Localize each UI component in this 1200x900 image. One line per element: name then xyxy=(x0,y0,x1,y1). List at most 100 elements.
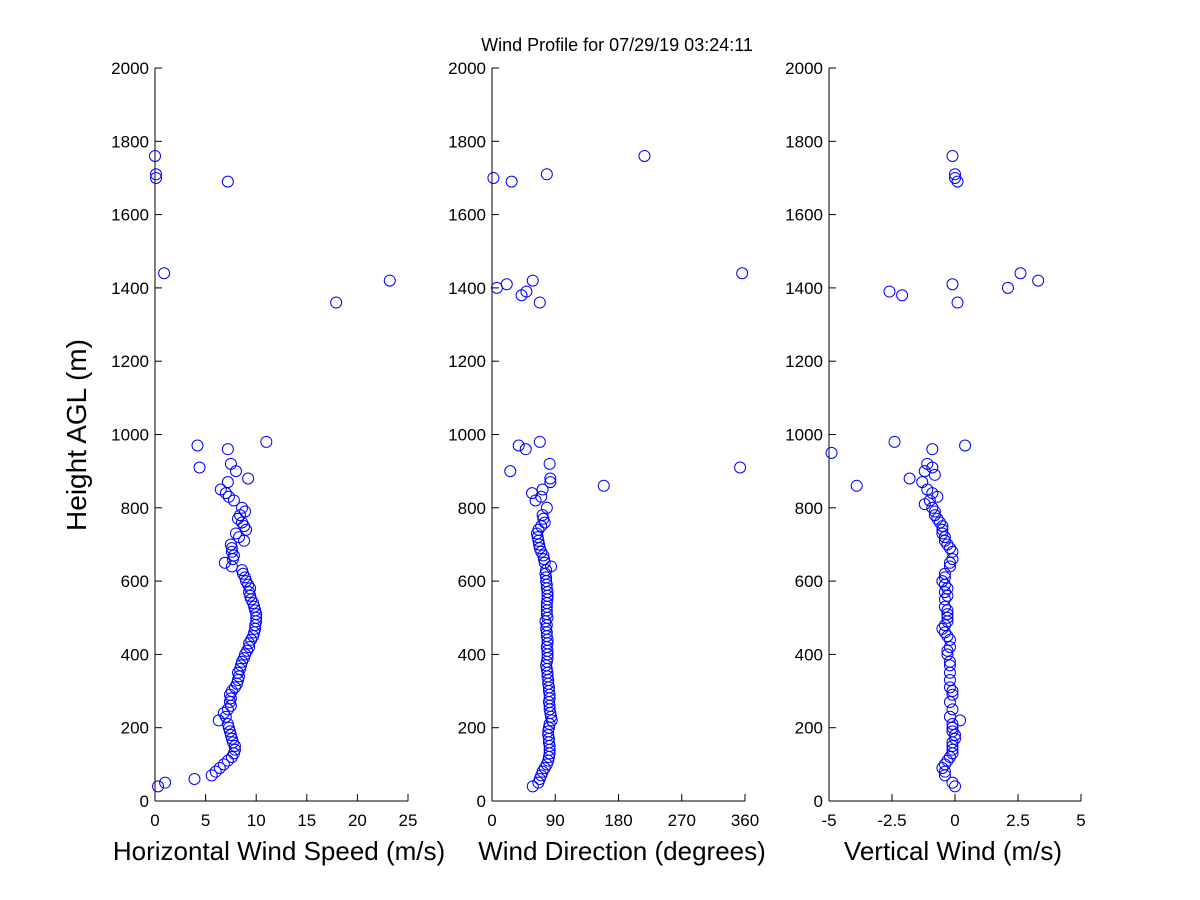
data-point xyxy=(941,604,954,617)
y-tick-label: 800 xyxy=(795,499,823,518)
y-tick-label: 400 xyxy=(795,645,823,664)
data-point xyxy=(540,571,553,584)
data-point xyxy=(540,501,553,514)
x-tick-label: 5 xyxy=(1076,811,1085,830)
data-point xyxy=(218,556,231,569)
data-point xyxy=(949,168,961,181)
data-point xyxy=(505,175,518,188)
data-point xyxy=(946,688,959,701)
data-point xyxy=(941,538,954,551)
x-tick-label: 180 xyxy=(604,811,632,830)
data-point xyxy=(936,575,949,588)
y-tick-label: 200 xyxy=(121,719,149,738)
data-point xyxy=(949,729,961,742)
data-point xyxy=(888,435,901,448)
x-tick-label: -5 xyxy=(821,811,836,830)
data-point xyxy=(536,765,549,778)
data-point xyxy=(949,732,961,745)
data-point xyxy=(512,439,525,452)
data-point xyxy=(544,476,557,489)
data-point xyxy=(537,549,550,562)
data-point xyxy=(941,644,954,657)
data-point xyxy=(943,681,956,694)
data-point xyxy=(923,494,936,507)
data-point xyxy=(946,776,959,789)
data-point xyxy=(736,267,749,280)
data-point xyxy=(531,531,544,544)
data-point xyxy=(941,589,954,602)
data-point xyxy=(239,505,252,518)
data-point xyxy=(943,641,956,654)
x-tick-label: 25 xyxy=(399,811,418,830)
y-tick-label: 200 xyxy=(795,719,823,738)
data-point xyxy=(883,285,896,298)
y-tick-label: 1400 xyxy=(448,279,486,298)
y-tick-label: 1800 xyxy=(448,132,486,151)
data-point xyxy=(1032,274,1045,287)
data-point xyxy=(638,149,651,162)
data-point xyxy=(538,762,551,775)
data-point xyxy=(943,751,956,764)
data-point xyxy=(150,171,163,184)
y-tick-label: 1200 xyxy=(785,352,823,371)
x-tick-label: -2.5 xyxy=(877,811,906,830)
x-ticks: 0 90 180 270 360 xyxy=(487,794,759,830)
data-point xyxy=(946,703,959,716)
x-tick-label: 0 xyxy=(950,811,959,830)
data-point xyxy=(538,553,551,566)
data-points xyxy=(487,149,749,793)
data-point xyxy=(533,296,546,309)
data-point xyxy=(214,483,227,496)
data-point xyxy=(221,703,234,716)
data-point xyxy=(1001,281,1014,294)
data-point xyxy=(938,531,951,544)
x-ticks: -5 -2.5 0 2.5 5 xyxy=(821,794,1086,830)
data-point xyxy=(928,505,941,518)
data-point xyxy=(533,435,546,448)
data-point xyxy=(225,545,238,558)
y-tick-label: 2000 xyxy=(448,59,486,78)
data-point xyxy=(224,538,237,551)
data-point xyxy=(236,501,249,514)
data-point xyxy=(519,443,532,456)
data-point xyxy=(850,479,863,492)
data-point xyxy=(222,490,235,503)
data-point xyxy=(928,509,941,522)
data-point xyxy=(536,483,549,496)
data-point xyxy=(946,553,959,566)
data-point xyxy=(938,600,951,613)
y-tick-label: 1400 xyxy=(785,279,823,298)
data-point xyxy=(943,710,956,723)
data-point xyxy=(916,476,929,489)
y-tick-label: 0 xyxy=(814,792,823,811)
x-tick-label: 5 xyxy=(201,811,210,830)
x-tick-label: 270 xyxy=(668,811,696,830)
data-point xyxy=(221,476,234,489)
x-tick-label: 90 xyxy=(546,811,565,830)
data-point xyxy=(949,780,961,793)
y-tick-label: 800 xyxy=(458,499,486,518)
y-tick-label: 1600 xyxy=(785,206,823,225)
data-point xyxy=(941,648,954,661)
data-point xyxy=(543,457,556,470)
figure-title: Wind Profile for 07/29/19 03:24:11 xyxy=(481,35,753,55)
data-point xyxy=(150,168,163,181)
data-point xyxy=(209,765,222,778)
x-ticks: 0 5 10 15 20 25 xyxy=(150,794,417,830)
data-point xyxy=(520,285,533,298)
data-point xyxy=(536,509,549,522)
data-point xyxy=(951,175,964,188)
data-point xyxy=(938,534,951,547)
y-tick-label: 1000 xyxy=(111,426,149,445)
y-tick-label: 1200 xyxy=(111,352,149,371)
data-point xyxy=(941,608,954,621)
data-point xyxy=(951,296,964,309)
y-tick-label: 400 xyxy=(121,645,149,664)
data-point xyxy=(260,435,273,448)
y-tick-label: 600 xyxy=(795,572,823,591)
data-point xyxy=(213,762,226,775)
y-tick-label: 2000 xyxy=(111,59,149,78)
data-point xyxy=(938,619,951,632)
